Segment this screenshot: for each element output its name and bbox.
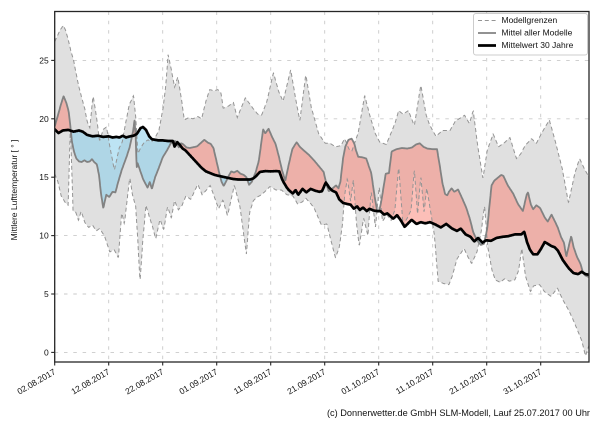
svg-text:0: 0	[44, 347, 49, 357]
svg-text:15: 15	[39, 172, 49, 182]
svg-text:10: 10	[39, 231, 49, 241]
svg-text:Mittlere Lufttemperatur [ ° ]: Mittlere Lufttemperatur [ ° ]	[9, 140, 19, 241]
svg-text:25: 25	[39, 55, 49, 65]
svg-text:Mittelwert 30 Jahre: Mittelwert 30 Jahre	[502, 40, 574, 50]
svg-text:5: 5	[44, 289, 49, 299]
svg-text:Mittel aller Modelle: Mittel aller Modelle	[502, 28, 573, 38]
svg-text:20: 20	[39, 114, 49, 124]
svg-text:Modellgrenzen: Modellgrenzen	[502, 15, 558, 25]
svg-text:(c) Donnerwetter.de GmbH SLM-M: (c) Donnerwetter.de GmbH SLM-Modell, Lau…	[327, 408, 590, 418]
